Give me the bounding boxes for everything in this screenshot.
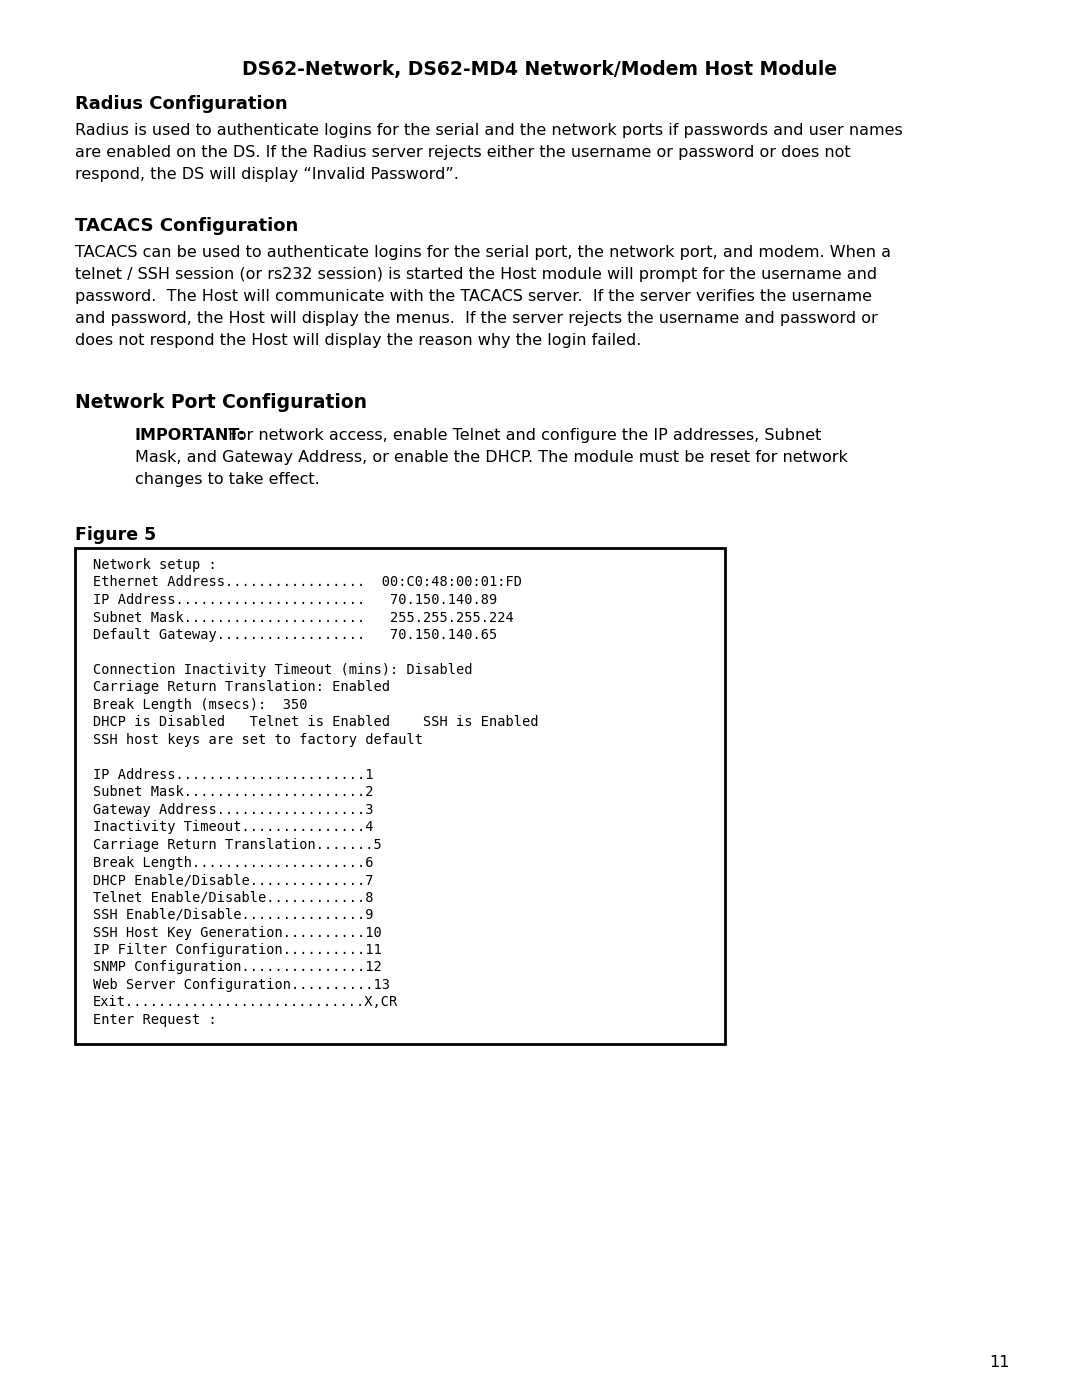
Text: SSH Enable/Disable...............9: SSH Enable/Disable...............9 <box>93 908 374 922</box>
Text: IP Filter Configuration..........11: IP Filter Configuration..........11 <box>93 943 381 957</box>
Text: does not respond the Host will display the reason why the login failed.: does not respond the Host will display t… <box>75 332 642 348</box>
Text: Enter Request :: Enter Request : <box>93 1013 217 1027</box>
Text: DS62-Network, DS62-MD4 Network/Modem Host Module: DS62-Network, DS62-MD4 Network/Modem Hos… <box>242 60 838 80</box>
Text: Network setup :: Network setup : <box>93 557 217 571</box>
Text: Mask, and Gateway Address, or enable the DHCP. The module must be reset for netw: Mask, and Gateway Address, or enable the… <box>135 450 848 465</box>
Text: IP Address.......................1: IP Address.......................1 <box>93 768 374 782</box>
Text: Default Gateway..................   70.150.140.65: Default Gateway.................. 70.150… <box>93 629 497 643</box>
Text: are enabled on the DS. If the Radius server rejects either the username or passw: are enabled on the DS. If the Radius ser… <box>75 145 851 161</box>
Text: Figure 5: Figure 5 <box>75 527 157 543</box>
Text: changes to take effect.: changes to take effect. <box>135 472 320 488</box>
Text: respond, the DS will display “Invalid Password”.: respond, the DS will display “Invalid Pa… <box>75 168 459 182</box>
Text: DHCP Enable/Disable..............7: DHCP Enable/Disable..............7 <box>93 873 374 887</box>
Text: telnet / SSH session (or rs232 session) is started the Host module will prompt f: telnet / SSH session (or rs232 session) … <box>75 267 877 282</box>
Bar <box>75 548 725 1044</box>
Text: SNMP Configuration...............12: SNMP Configuration...............12 <box>93 961 381 975</box>
Text: Subnet Mask......................   255.255.255.224: Subnet Mask...................... 255.25… <box>93 610 514 624</box>
Text: Break Length (msecs):  350: Break Length (msecs): 350 <box>93 698 308 712</box>
Text: TACACS can be used to authenticate logins for the serial port, the network port,: TACACS can be used to authenticate login… <box>75 244 891 260</box>
Text: Carriage Return Translation.......5: Carriage Return Translation.......5 <box>93 838 381 852</box>
Text: 11: 11 <box>989 1355 1010 1370</box>
Text: IMPORTANT:: IMPORTANT: <box>135 427 246 443</box>
Text: Carriage Return Translation: Enabled: Carriage Return Translation: Enabled <box>93 680 390 694</box>
Text: and password, the Host will display the menus.  If the server rejects the userna: and password, the Host will display the … <box>75 312 878 326</box>
Text: Break Length.....................6: Break Length.....................6 <box>93 855 374 869</box>
Text: For network access, enable Telnet and configure the IP addresses, Subnet: For network access, enable Telnet and co… <box>222 427 822 443</box>
Text: Ethernet Address.................  00:C0:48:00:01:FD: Ethernet Address................. 00:C0:… <box>93 576 522 590</box>
Text: Network Port Configuration: Network Port Configuration <box>75 393 367 412</box>
Text: Gateway Address..................3: Gateway Address..................3 <box>93 803 374 817</box>
Text: SSH host keys are set to factory default: SSH host keys are set to factory default <box>93 733 423 747</box>
Text: Radius is used to authenticate logins for the serial and the network ports if pa: Radius is used to authenticate logins fo… <box>75 123 903 138</box>
Text: TACACS Configuration: TACACS Configuration <box>75 217 298 235</box>
Text: password.  The Host will communicate with the TACACS server.  If the server veri: password. The Host will communicate with… <box>75 289 872 305</box>
Text: SSH Host Key Generation..........10: SSH Host Key Generation..........10 <box>93 925 381 940</box>
Text: IP Address.......................   70.150.140.89: IP Address....................... 70.150… <box>93 592 497 608</box>
Text: Inactivity Timeout...............4: Inactivity Timeout...............4 <box>93 820 374 834</box>
Text: Exit.............................X,CR: Exit.............................X,CR <box>93 996 399 1010</box>
Text: Subnet Mask......................2: Subnet Mask......................2 <box>93 785 374 799</box>
Text: DHCP is Disabled   Telnet is Enabled    SSH is Enabled: DHCP is Disabled Telnet is Enabled SSH i… <box>93 715 539 729</box>
Text: Radius Configuration: Radius Configuration <box>75 95 287 113</box>
Text: Connection Inactivity Timeout (mins): Disabled: Connection Inactivity Timeout (mins): Di… <box>93 664 473 678</box>
Text: Web Server Configuration..........13: Web Server Configuration..........13 <box>93 978 390 992</box>
Text: Telnet Enable/Disable............8: Telnet Enable/Disable............8 <box>93 890 374 904</box>
